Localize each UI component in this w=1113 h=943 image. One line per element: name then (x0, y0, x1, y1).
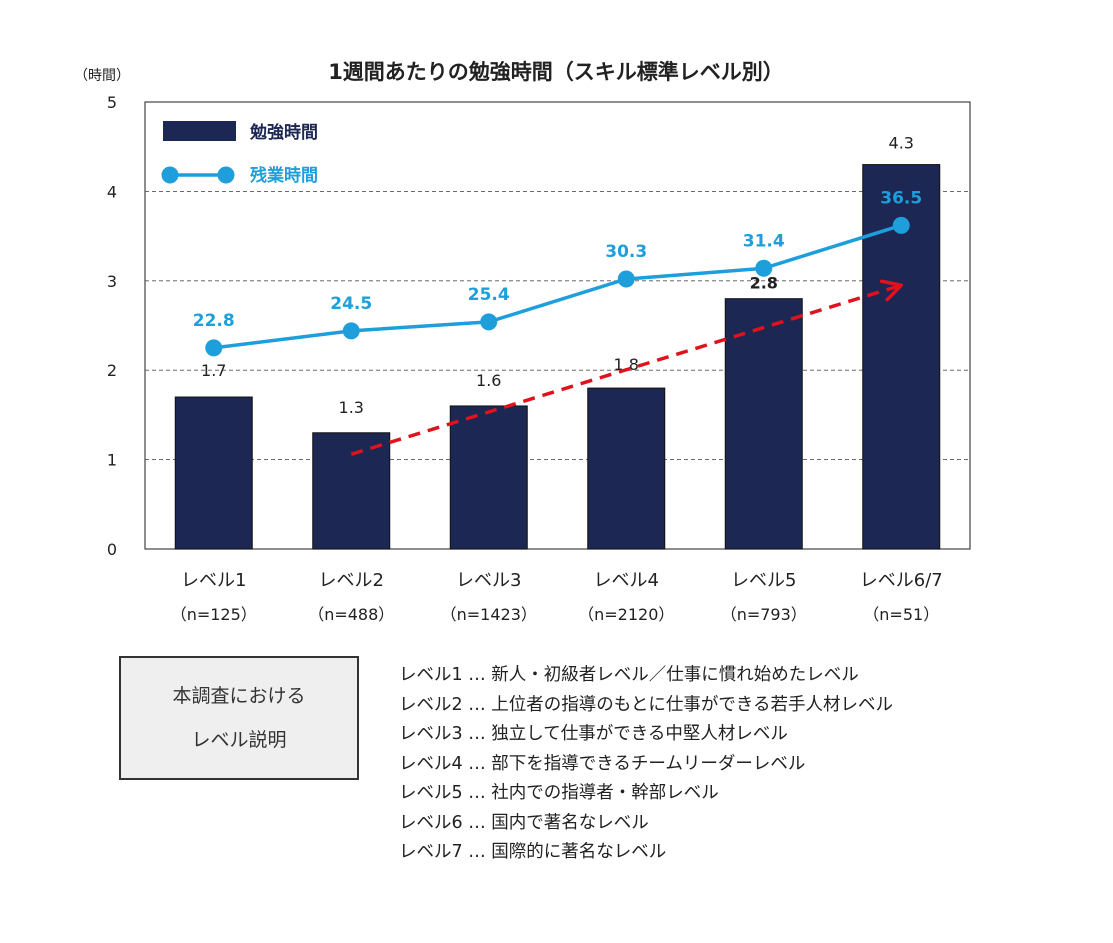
legend-bar-label: 勉強時間 (249, 122, 318, 143)
overtime-point (617, 270, 635, 288)
plot-area (144, 101, 971, 550)
y-tick-label: 5 (107, 93, 117, 112)
sample-size-label: （n=488） (308, 605, 394, 624)
level-explanation-box-line: 本調査における (172, 685, 306, 707)
legend-line-marker (217, 166, 235, 184)
y-tick-label: 2 (107, 361, 117, 380)
overtime-line (213, 223, 902, 350)
sample-size-label: （n=1423） (441, 605, 537, 624)
y-tick-label: 0 (107, 540, 117, 559)
legend-line-label: 残業時間 (250, 165, 318, 186)
bar (587, 387, 666, 550)
overtime-value-label: 22.8 (193, 311, 235, 331)
study-hours-chart: 1週間あたりの勉強時間（スキル標準レベル別） （時間） 0 1 2 3 4 5 1.7 1.3… (74, 60, 971, 624)
overtime-value-label: 31.4 (743, 231, 785, 251)
level-description-item: レベル2 … 上位者の指導のもとに仕事ができる若手人材レベル (399, 694, 894, 715)
bar-value-label: 4.3 (889, 134, 914, 153)
level-explanation-box: 本調査における レベル説明 (119, 656, 359, 780)
bar-value-label: 2.8 (750, 274, 778, 293)
level-description-list: レベル1 … 新人・初級者レベル／仕事に慣れ始めたレベル レベル2 … 上位者の… (399, 661, 893, 868)
sample-size-label: （n=125） (171, 605, 257, 624)
overtime-value-label: 36.5 (880, 188, 922, 208)
overtime-value-label: 30.3 (605, 242, 647, 262)
bar-value-label: 1.3 (339, 398, 364, 417)
bar (312, 432, 391, 550)
x-tick-label: レベル1 (181, 570, 246, 591)
overtime-value-label: 24.5 (330, 294, 372, 314)
level-description-item: レベル4 … 部下を指導できるチームリーダーレベル (399, 753, 806, 774)
legend-line-marker (161, 166, 179, 184)
trend-arrow-line (350, 283, 902, 456)
level-explanation-box-line: レベル説明 (191, 729, 287, 751)
overtime-point (342, 322, 360, 340)
level-description-item: レベル3 … 独立して仕事ができる中堅人材レベル (399, 724, 788, 744)
level-description-item: レベル1 … 新人・初級者レベル／仕事に慣れ始めたレベル (399, 665, 859, 685)
level-description-item: レベル7 … 国際的に著名なレベル (399, 842, 667, 862)
sample-size-label: （n=793） (721, 605, 807, 624)
legend-bar-swatch (163, 121, 236, 141)
sample-size-label: （n=2120） (578, 605, 674, 624)
x-tick-label: レベル5 (731, 570, 796, 591)
overtime-point (480, 313, 498, 331)
x-tick-label: レベル6/7 (860, 570, 943, 591)
overtime-value-label: 25.4 (468, 285, 510, 305)
y-tick-label: 4 (107, 182, 117, 201)
bar-value-label: 1.6 (476, 371, 501, 390)
trend-arrow-head (879, 279, 903, 302)
sample-size-label: （n=51） (863, 605, 939, 624)
x-tick-label: レベル4 (594, 570, 659, 591)
overtime-point (892, 216, 910, 234)
bar-value-label: 1.7 (201, 361, 226, 380)
level-description-item: レベル5 … 社内での指導者・幹部レベル (399, 783, 719, 803)
y-tick-label: 3 (107, 272, 117, 291)
bar-value-label: 1.8 (614, 355, 639, 374)
bar (174, 396, 253, 550)
level-description-item: レベル6 … 国内で著名なレベル (399, 812, 649, 833)
x-tick-label: レベル2 (319, 570, 384, 591)
y-axis-unit-label: （時間） (74, 68, 130, 84)
x-tick-label: レベル3 (456, 570, 521, 591)
bar (724, 298, 803, 550)
chart-title: 1週間あたりの勉強時間（スキル標準レベル別） (328, 60, 784, 84)
overtime-point (205, 339, 223, 357)
y-tick-label: 1 (107, 451, 117, 470)
bar (449, 405, 528, 550)
overtime-point (755, 259, 773, 277)
